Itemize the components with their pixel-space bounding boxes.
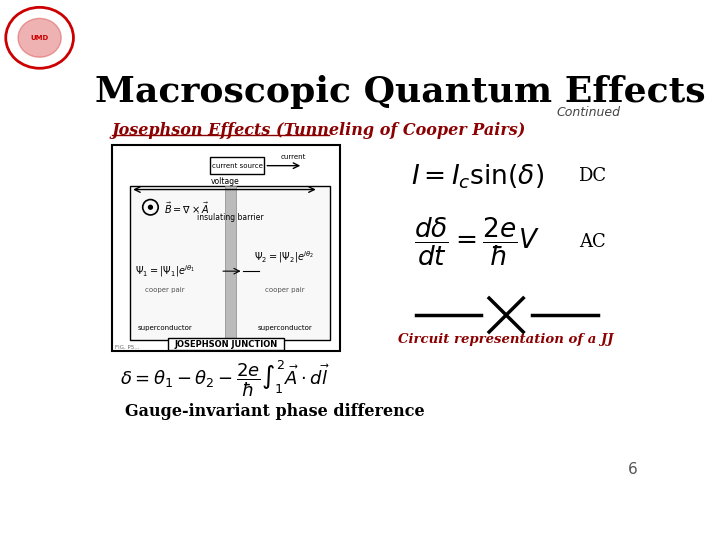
Bar (112, 145, 341, 351)
Text: Macroscopic Quantum Effects: Macroscopic Quantum Effects (95, 75, 706, 109)
Text: FIG. P5...: FIG. P5... (114, 345, 139, 350)
Text: $\delta = \theta_1 - \theta_2 - \dfrac{2e}{\hbar}\int_{1}^{2}\vec{A}\cdot d\vec{: $\delta = \theta_1 - \theta_2 - \dfrac{2… (120, 359, 331, 399)
Text: Josephson Effects (Tunneling of Cooper Pairs): Josephson Effects (Tunneling of Cooper P… (112, 122, 526, 139)
Text: $\dfrac{d\delta}{dt} = \dfrac{2e}{\hbar}V$: $\dfrac{d\delta}{dt} = \dfrac{2e}{\hbar}… (414, 216, 541, 268)
Text: superconductor: superconductor (258, 325, 312, 331)
Text: superconductor: superconductor (138, 325, 192, 331)
Text: $\vec{B} = \nabla \times \vec{A}$: $\vec{B} = \nabla \times \vec{A}$ (163, 200, 209, 214)
Text: $\Psi_1 = |\Psi_1|e^{i\theta_1}$: $\Psi_1 = |\Psi_1|e^{i\theta_1}$ (135, 264, 195, 279)
Text: Gauge-invariant phase difference: Gauge-invariant phase difference (125, 403, 425, 420)
Text: JOSEPHSON JUNCTION: JOSEPHSON JUNCTION (174, 340, 277, 349)
Bar (210, 157, 264, 174)
Circle shape (148, 205, 153, 209)
Bar (225, 186, 235, 340)
Circle shape (18, 18, 61, 57)
Text: $\Psi_2 = |\Psi_2|e^{i\theta_2}$: $\Psi_2 = |\Psi_2|e^{i\theta_2}$ (253, 249, 314, 265)
Text: current: current (280, 154, 306, 160)
Text: AC: AC (579, 233, 606, 251)
Text: voltage: voltage (210, 177, 239, 186)
Text: Circuit representation of a JJ: Circuit representation of a JJ (398, 333, 614, 346)
Text: cooper pair: cooper pair (266, 287, 305, 293)
Text: $I = I_c \sin(\delta)$: $I = I_c \sin(\delta)$ (411, 162, 544, 191)
Text: DC: DC (578, 167, 606, 185)
Bar (168, 338, 284, 350)
Text: cooper pair: cooper pair (145, 287, 185, 293)
Text: current source: current source (212, 163, 263, 168)
Text: insulating barrier: insulating barrier (197, 213, 264, 222)
Text: 6: 6 (628, 462, 637, 477)
Text: Continued: Continued (557, 106, 621, 119)
Bar (130, 186, 330, 340)
Text: UMD: UMD (30, 35, 49, 41)
